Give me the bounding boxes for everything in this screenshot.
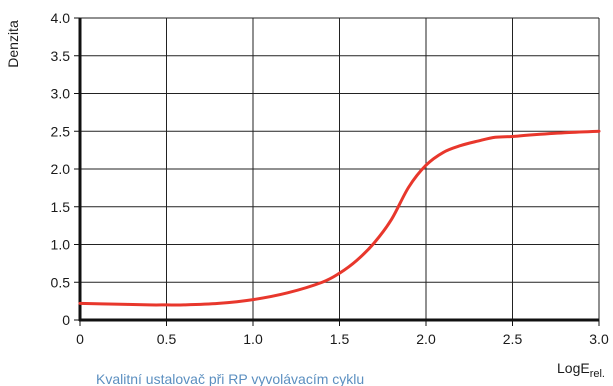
x-tick-label: 1.5 — [330, 331, 350, 347]
x-axis-title-subscript: rel. — [590, 368, 605, 380]
series-layer — [78, 129, 601, 307]
chart-caption: Kvalitní ustalovač při RP vyvolávacím cy… — [96, 371, 364, 386]
x-tick-label: 2.5 — [503, 331, 523, 347]
y-tick-label: 2.5 — [51, 123, 71, 139]
y-tick-label: 3.0 — [51, 86, 71, 102]
y-axis-title: Denzita — [5, 20, 21, 68]
x-tick-label: 3.0 — [589, 331, 609, 347]
x-tick-label: 2.0 — [416, 331, 436, 347]
x-tick-label: 0 — [76, 331, 84, 347]
x-tick-label: 0.5 — [157, 331, 177, 347]
axes — [74, 17, 600, 326]
y-tick-label: 1.0 — [51, 237, 71, 253]
y-tick-label: 3.5 — [51, 48, 71, 64]
grid-lines — [80, 17, 600, 320]
y-tick-label: 1.5 — [51, 199, 71, 215]
tick-labels: 0 0.5 1.0 1.5 2.0 2.5 3.0 3.5 4.0 0 0.5 1.0 1.5 2.0 2.… — [51, 10, 609, 347]
x-axis-title-main: LogE — [557, 360, 590, 376]
x-tick-label: 1.0 — [243, 331, 263, 347]
y-tick-label: 0 — [62, 312, 70, 328]
x-axis-title: LogErel. — [557, 360, 605, 380]
density-curve — [78, 129, 601, 307]
y-tick-label: 4.0 — [51, 10, 71, 26]
y-tick-label: 2.0 — [51, 161, 71, 177]
y-tick-label: 0.5 — [51, 274, 71, 290]
